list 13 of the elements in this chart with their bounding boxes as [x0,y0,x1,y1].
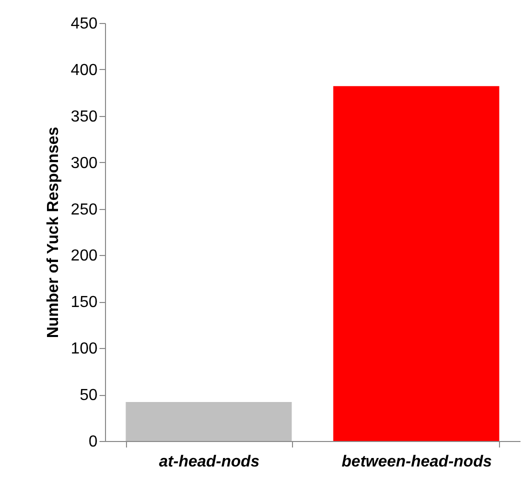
y-tick-label: 50 [80,387,98,404]
x-tick-label: at-head-nods [159,454,260,470]
y-tick-label: 200 [70,248,98,265]
y-tick-label: 250 [70,201,98,218]
y-tick-label: 100 [70,340,98,358]
y-tick-label: 450 [70,16,98,32]
x-tick-label: between-head-nods [342,454,492,470]
y-tick-label: 300 [70,154,98,172]
y-tick-label: 150 [70,294,98,312]
y-tick-label: 0 [88,434,98,450]
y-tick-label: 350 [70,108,98,126]
y-axis-title: Number of Yuck Responses [44,126,62,338]
y-tick-label: 400 [70,62,98,79]
